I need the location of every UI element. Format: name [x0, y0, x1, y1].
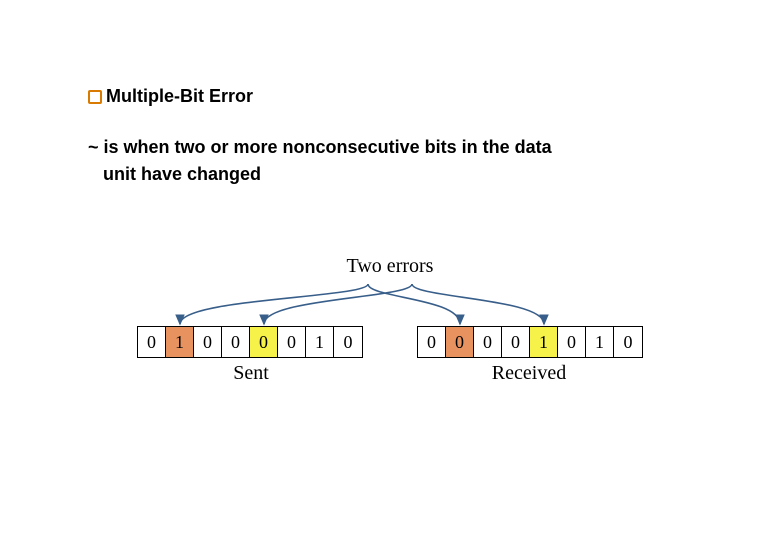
desc-line2: unit have changed [103, 164, 261, 184]
bit-cell: 0 [418, 327, 446, 357]
bit-cell: 0 [222, 327, 250, 357]
bit-cell: 0 [278, 327, 306, 357]
description: ~ is when two or more nonconsecutive bit… [88, 134, 552, 188]
bit-cell: 1 [586, 327, 614, 357]
bit-cell: 1 [530, 327, 558, 357]
bit-cell: 0 [558, 327, 586, 357]
bit-cell: 0 [334, 327, 362, 357]
below-labels: Sent Received [135, 362, 645, 385]
error-arrows [135, 284, 645, 326]
bit-cell: 0 [250, 327, 278, 357]
bit-cell: 0 [194, 327, 222, 357]
bit-cell: 0 [446, 327, 474, 357]
heading-text: Multiple-Bit Error [106, 86, 253, 107]
received-byte: 00001010 [417, 326, 643, 358]
bit-cell: 0 [138, 327, 166, 357]
desc-line1: is when two or more nonconsecutive bits … [104, 137, 552, 157]
bit-cell: 0 [502, 327, 530, 357]
sent-byte: 01000010 [137, 326, 363, 358]
received-label: Received [417, 362, 641, 385]
bit-cell: 0 [474, 327, 502, 357]
desc-prefix: ~ [88, 137, 99, 157]
sent-label: Sent [139, 362, 363, 385]
top-label: Two errors [135, 255, 645, 278]
heading-row: Multiple-Bit Error [88, 86, 253, 107]
bit-cell: 1 [306, 327, 334, 357]
arrows-zone [135, 284, 645, 326]
bit-cell: 1 [166, 327, 194, 357]
bits-row: 01000010 00001010 [135, 326, 645, 358]
bit-error-diagram: Two errors 01000010 00001010 Sent Receiv… [135, 255, 645, 385]
bit-cell: 0 [614, 327, 642, 357]
square-bullet-icon [88, 90, 102, 104]
